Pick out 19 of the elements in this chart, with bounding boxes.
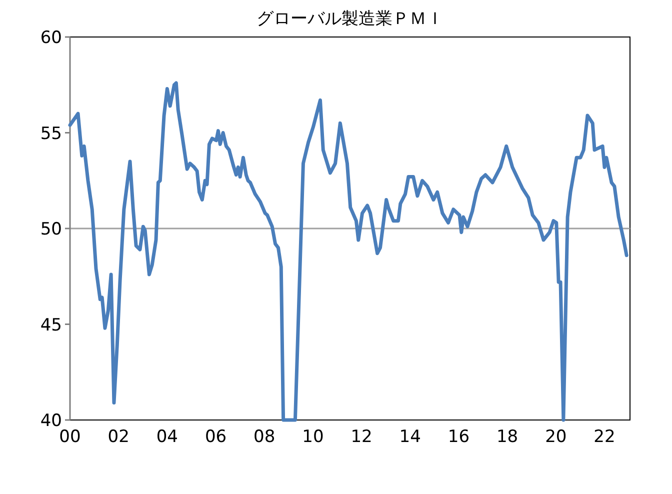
y-tick-label: 55 (40, 124, 62, 144)
x-tick-label: 04 (156, 427, 178, 447)
x-tick-label: 00 (59, 427, 81, 447)
x-tick-label: 20 (545, 427, 567, 447)
y-tick-label: 45 (40, 315, 62, 336)
y-tick-label: 40 (40, 411, 62, 431)
x-tick-label: 14 (399, 427, 421, 447)
x-tick-label: 16 (448, 427, 470, 447)
x-tick-label: 02 (108, 427, 130, 447)
line-series (68, 81, 628, 422)
y-tick-label: 60 (40, 28, 62, 48)
x-tick-label: 10 (302, 427, 324, 447)
x-tick-label: 18 (496, 427, 518, 447)
x-tick-label: 08 (254, 427, 276, 447)
chart-title: グローバル製造業ＰＭＩ (256, 9, 444, 29)
x-tick-label: 06 (204, 427, 227, 447)
x-tick-label: 22 (594, 427, 616, 447)
x-tick-label: 12 (350, 427, 372, 447)
y-tick-label: 50 (40, 220, 62, 240)
